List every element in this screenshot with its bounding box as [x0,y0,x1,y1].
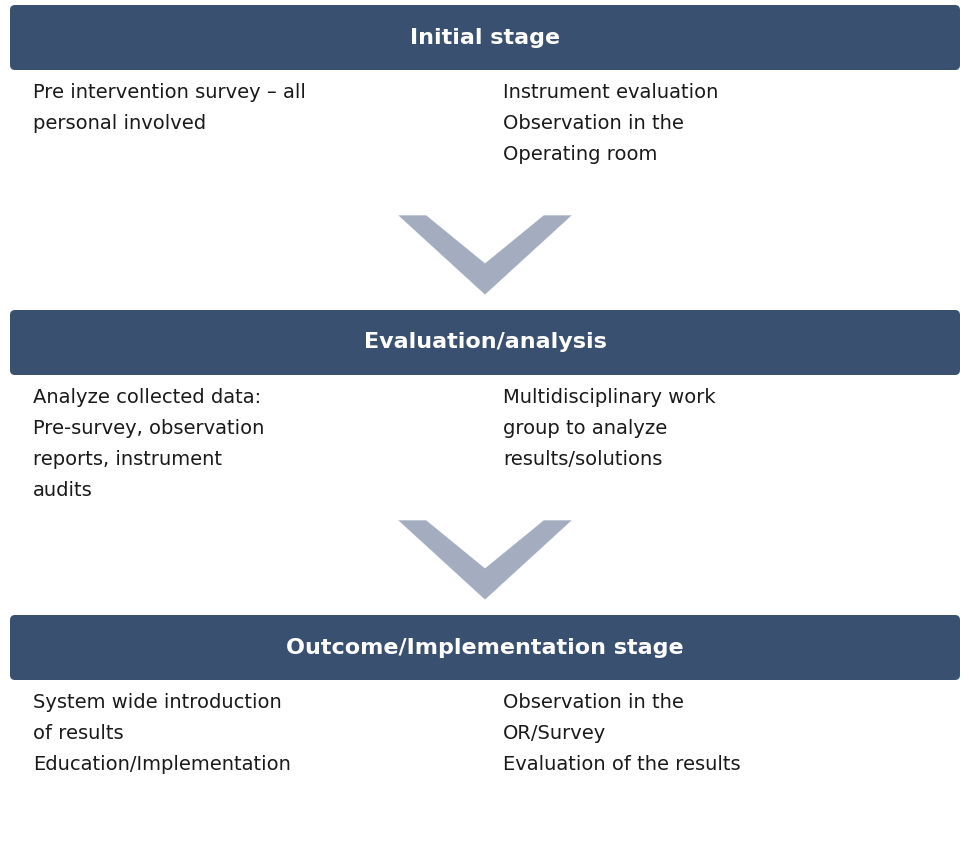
Text: Instrument evaluation
Observation in the
Operating room: Instrument evaluation Observation in the… [503,83,718,164]
Polygon shape [397,520,572,600]
Text: System wide introduction
of results
Education/Implementation: System wide introduction of results Educ… [33,693,291,774]
FancyBboxPatch shape [10,615,959,680]
Text: Observation in the
OR/Survey
Evaluation of the results: Observation in the OR/Survey Evaluation … [503,693,740,774]
Text: Initial stage: Initial stage [410,27,559,48]
Text: Analyze collected data:
Pre-survey, observation
reports, instrument
audits: Analyze collected data: Pre-survey, obse… [33,388,265,500]
Text: Pre intervention survey – all
personal involved: Pre intervention survey – all personal i… [33,83,305,133]
Text: Multidisciplinary work
group to analyze
results/solutions: Multidisciplinary work group to analyze … [503,388,715,469]
FancyBboxPatch shape [10,5,959,70]
Text: Outcome/Implementation stage: Outcome/Implementation stage [286,637,683,658]
Polygon shape [397,215,572,295]
FancyBboxPatch shape [10,310,959,375]
Text: Evaluation/analysis: Evaluation/analysis [363,332,606,353]
